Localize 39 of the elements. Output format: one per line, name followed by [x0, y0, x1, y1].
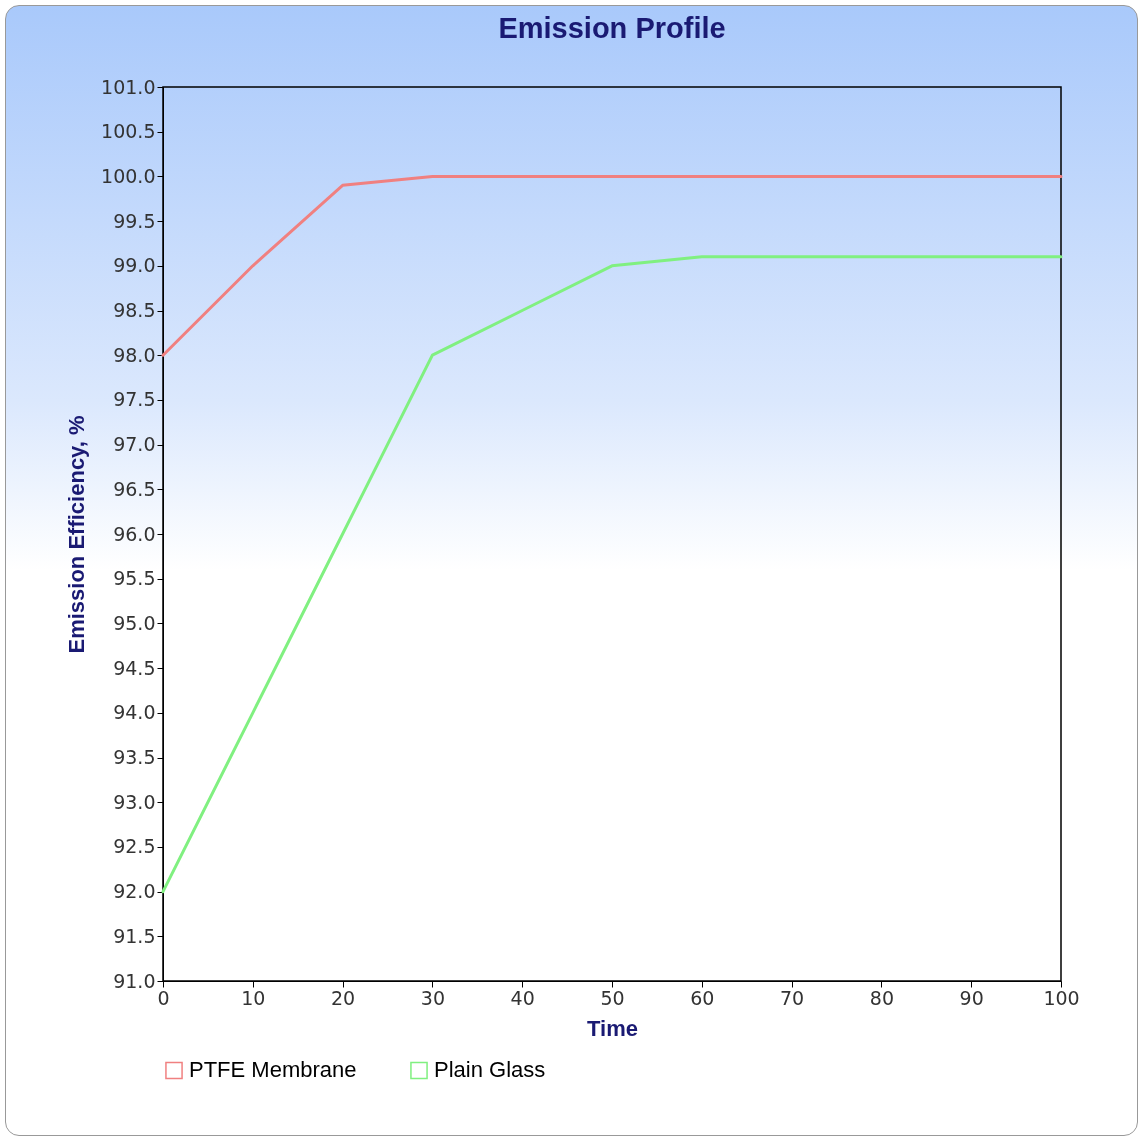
y-tick-label: 94.0: [113, 701, 156, 724]
y-tick-label: 101.0: [101, 75, 156, 98]
y-tick-label: 100.0: [101, 164, 156, 187]
x-tick-label: 100: [1043, 986, 1080, 1009]
y-tick-label: 91.0: [113, 969, 156, 992]
y-tick-label: 94.5: [113, 656, 156, 679]
x-tick-label: 60: [690, 986, 715, 1009]
x-tick-label: 10: [241, 986, 266, 1009]
y-tick-label: 93.5: [113, 746, 156, 768]
x-tick-label: 30: [420, 986, 445, 1009]
y-tick-label: 100.5: [101, 120, 156, 143]
x-tick-label: 20: [331, 986, 356, 1009]
x-tick-label: 70: [780, 986, 805, 1009]
x-tick-label: 0: [157, 986, 170, 1009]
legend-label: PTFE Membrane: [189, 1057, 357, 1083]
y-tick-label: 91.5: [113, 924, 156, 947]
y-axis-title: Emission Efficiency, %: [64, 415, 90, 654]
y-tick-label: 97.5: [113, 388, 156, 411]
y-tick-label: 96.0: [113, 522, 156, 545]
y-tick-label: 98.0: [113, 343, 156, 366]
x-tick-label: 50: [600, 986, 625, 1009]
x-tick-label: 40: [510, 986, 535, 1009]
line-series: [161, 174, 1063, 357]
legend-label: Plain Glass: [434, 1057, 546, 1083]
y-tick-label: 96.5: [113, 477, 156, 500]
x-tick-label: 90: [959, 986, 984, 1009]
chart-title: Emission Profile: [498, 12, 726, 44]
x-axis-title: Time: [587, 1015, 638, 1041]
y-tick-label: 95.0: [113, 611, 156, 634]
y-tick-label: 95.5: [113, 567, 156, 590]
y-tick-label: 97.0: [113, 433, 156, 456]
line-series: [161, 255, 1063, 894]
y-tick-label: 98.5: [113, 299, 156, 321]
x-tick-label: 80: [869, 986, 894, 1009]
y-tick-label: 93.0: [113, 790, 156, 813]
y-tick-label: 92.5: [113, 835, 156, 858]
y-tick-label: 99.5: [113, 209, 156, 232]
y-tick-label: 99.0: [113, 254, 156, 277]
y-tick-label: 92.0: [113, 880, 156, 903]
